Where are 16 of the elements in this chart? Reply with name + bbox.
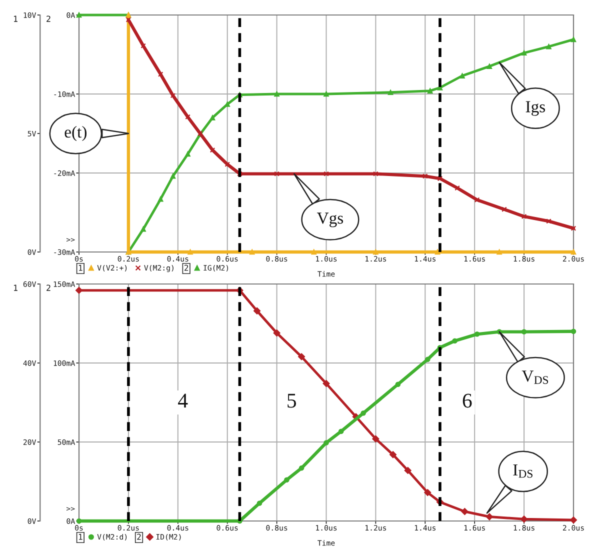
annotation: V$_{DS}$	[522, 370, 548, 384]
annotation: Vgs	[316, 212, 344, 228]
text: 2	[137, 534, 141, 540]
text: 2	[184, 264, 188, 271]
text: 1	[78, 534, 82, 540]
annotation: 5	[288, 394, 296, 408]
annotation: e(t)	[64, 126, 87, 142]
annotation: 4	[178, 394, 188, 408]
text: 1	[78, 264, 82, 271]
text: 2	[46, 16, 50, 22]
annotation: I$_{DS}$	[513, 464, 532, 478]
annotation: Igs	[526, 101, 546, 116]
text: 1	[14, 284, 18, 291]
text: 1	[14, 16, 18, 22]
annotation: 6	[462, 394, 472, 408]
text: 2	[46, 284, 50, 291]
